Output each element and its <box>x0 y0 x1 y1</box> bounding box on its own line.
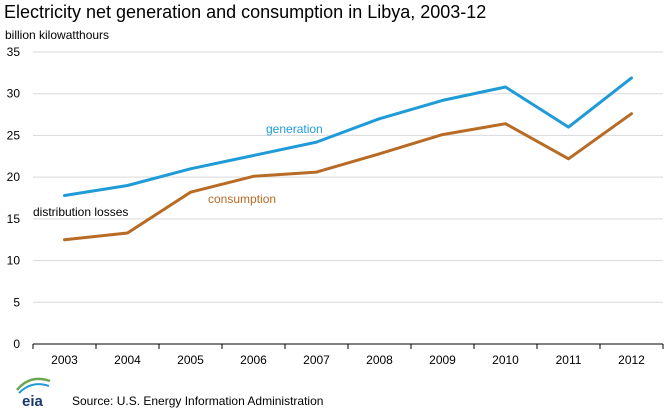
data-point-generation <box>315 140 318 144</box>
data-point-consumption <box>441 133 444 136</box>
x-tick-label: 2010 <box>492 353 519 367</box>
chart-title: Electricity net generation and consumpti… <box>4 2 486 22</box>
data-point-consumption <box>252 175 255 178</box>
data-point-generation <box>504 85 507 89</box>
x-tick-label: 2007 <box>303 353 330 367</box>
data-point-generation <box>441 99 444 102</box>
data-point-consumption <box>315 170 318 174</box>
gridlines <box>33 51 663 303</box>
x-tick-label: 2012 <box>618 353 645 367</box>
data-point-generation <box>189 167 192 170</box>
data-point-consumption <box>63 238 66 241</box>
data-point-generation <box>252 154 255 157</box>
x-tick-label: 2006 <box>240 353 267 367</box>
data-point-consumption <box>504 122 507 125</box>
x-tick-label: 2005 <box>177 353 204 367</box>
data-point-consumption <box>567 157 570 160</box>
series-line-generation <box>63 76 633 197</box>
data-point-generation <box>567 125 570 129</box>
y-tick-label: 0 <box>13 337 20 351</box>
data-point-generation <box>378 117 381 120</box>
data-point-consumption <box>630 112 633 115</box>
x-tick-label: 2009 <box>429 353 456 367</box>
data-point-generation <box>126 184 129 187</box>
data-point-consumption <box>189 190 192 194</box>
y-tick-label: 20 <box>7 170 21 184</box>
series-label-consumption: consumption <box>208 192 276 206</box>
data-point-consumption <box>126 231 129 235</box>
y-tick-label: 30 <box>7 87 21 101</box>
x-tick-label: 2008 <box>366 353 393 367</box>
data-point-generation <box>630 76 633 80</box>
x-tick-label: 2011 <box>556 353 582 367</box>
logo-arc-green <box>16 377 51 391</box>
x-axis: 2003 2004 2005 2006 2007 2008 2009 2010 2011 2012 <box>32 343 664 367</box>
source-note: Source: U.S. Energy Information Administ… <box>72 394 323 408</box>
data-point-consumption <box>378 152 381 155</box>
y-tick-label: 10 <box>7 254 21 268</box>
series-label-generation: generation <box>266 122 323 136</box>
x-tick-label: 2004 <box>114 353 141 367</box>
annotation-distribution-losses: distribution losses <box>33 205 128 219</box>
y-axis: 0 5 10 15 20 25 30 35 <box>7 45 21 351</box>
y-tick-label: 15 <box>7 212 21 226</box>
logo-arc-blue <box>18 383 50 394</box>
y-tick-label: 5 <box>13 295 20 309</box>
y-tick-label: 35 <box>7 45 21 59</box>
y-tick-label: 25 <box>7 128 21 142</box>
eia-logo: eia <box>16 377 51 410</box>
data-point-generation <box>63 194 66 197</box>
unit-label: billion kilowatthours <box>5 28 109 42</box>
series-lines <box>63 76 633 242</box>
x-tick-label: 2003 <box>51 353 78 367</box>
logo-text: eia <box>22 393 44 410</box>
series-line-consumption <box>63 112 633 242</box>
